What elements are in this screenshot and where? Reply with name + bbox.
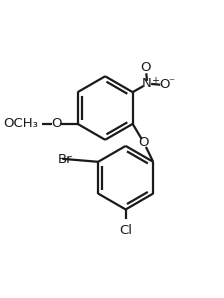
Text: O: O bbox=[159, 78, 170, 91]
Text: ⁻: ⁻ bbox=[168, 76, 175, 89]
Text: OCH₃: OCH₃ bbox=[3, 117, 38, 131]
Text: O: O bbox=[51, 117, 61, 131]
Text: Cl: Cl bbox=[119, 224, 132, 237]
Text: O: O bbox=[139, 136, 149, 149]
Text: +: + bbox=[151, 77, 159, 86]
Text: Br: Br bbox=[58, 153, 73, 166]
Text: N: N bbox=[142, 77, 152, 91]
Text: O: O bbox=[141, 61, 151, 74]
